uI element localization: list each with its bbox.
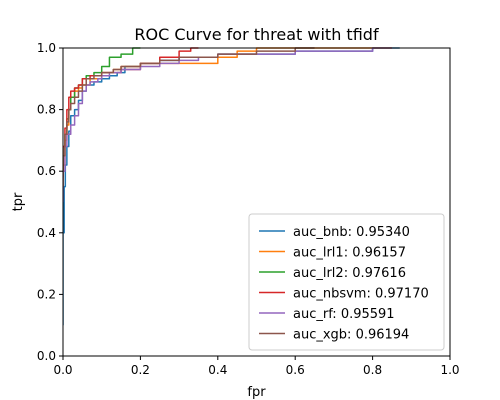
plot-frame (62, 47, 451, 357)
y-axis-ticks: 0.0 0.2 0.4 0.6 0.8 1.0 (37, 41, 63, 363)
legend-entry-label: auc_xgb: 0.96194 (293, 328, 409, 343)
legend-entry-label: auc_nbsvm: 0.97170 (293, 287, 429, 302)
y-tick-label: 0.4 (37, 226, 56, 240)
legend-entry-label: auc_rf: 0.95591 (293, 307, 395, 322)
legend-entry-label: auc_bnb: 0.95340 (293, 225, 410, 240)
y-tick-label: 0.6 (37, 164, 56, 178)
roc-series-line-5 (63, 47, 315, 187)
legend: auc_bnb: 0.95340 auc_lrl1: 0.96157 auc_lrl… (248, 213, 445, 351)
y-tick-label: 1.0 (37, 41, 56, 55)
y-tick-label: 0.2 (37, 287, 56, 301)
series-layer (63, 47, 400, 326)
x-axis-label: fpr (247, 385, 266, 400)
chart-title: ROC Curve for threat with tfidf (134, 25, 379, 44)
y-tick-label: 0.8 (37, 103, 56, 117)
x-tick-label: 1.0 (440, 363, 459, 377)
legend-entry-label: auc_lrl2: 0.97616 (293, 266, 406, 281)
x-tick-label: 0.6 (286, 363, 305, 377)
x-axis-ticks: 0.0 0.2 0.4 0.6 0.8 1.0 (53, 356, 460, 377)
y-tick-label: 0.0 (37, 349, 56, 363)
y-axis-label: tpr (11, 192, 26, 211)
x-tick-label: 0.8 (363, 363, 382, 377)
x-tick-label: 0.0 (53, 363, 72, 377)
legend-entry-label: auc_lrl1: 0.96157 (293, 246, 406, 261)
roc-series-line-3 (63, 47, 199, 178)
x-tick-label: 0.2 (131, 363, 150, 377)
x-tick-label: 0.4 (208, 363, 227, 377)
legend-box (248, 213, 445, 351)
